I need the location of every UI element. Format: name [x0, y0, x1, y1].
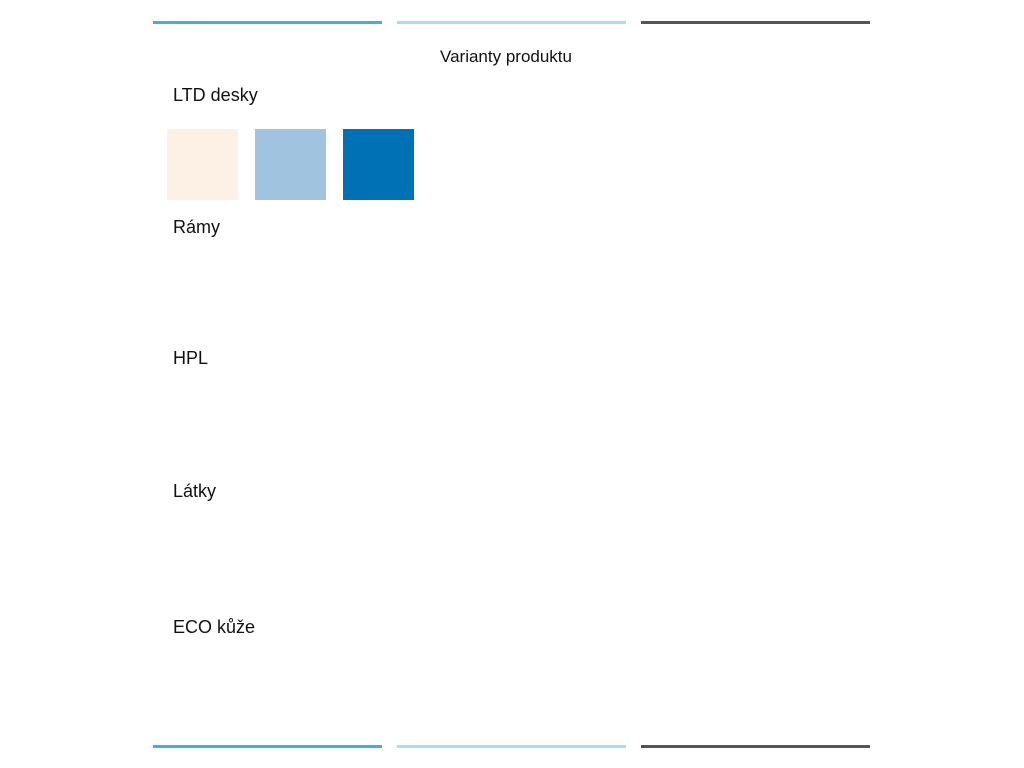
section-label: Látky	[173, 481, 217, 501]
bottom-bar	[153, 745, 382, 748]
section-label: Rámy	[173, 217, 221, 237]
section-label: HPL	[173, 348, 209, 368]
title: Varianty produktu	[440, 47, 572, 66]
bottom-bar	[641, 745, 870, 748]
color-swatch[interactable]	[255, 129, 326, 200]
top-bar	[641, 21, 870, 24]
color-swatch[interactable]	[343, 129, 414, 200]
section-label: LTD desky	[173, 85, 258, 105]
bottom-bar	[397, 745, 626, 748]
section-label: ECO kůže	[173, 617, 256, 637]
color-swatch[interactable]	[167, 129, 238, 200]
top-bar	[397, 21, 626, 24]
top-bar	[153, 21, 382, 24]
